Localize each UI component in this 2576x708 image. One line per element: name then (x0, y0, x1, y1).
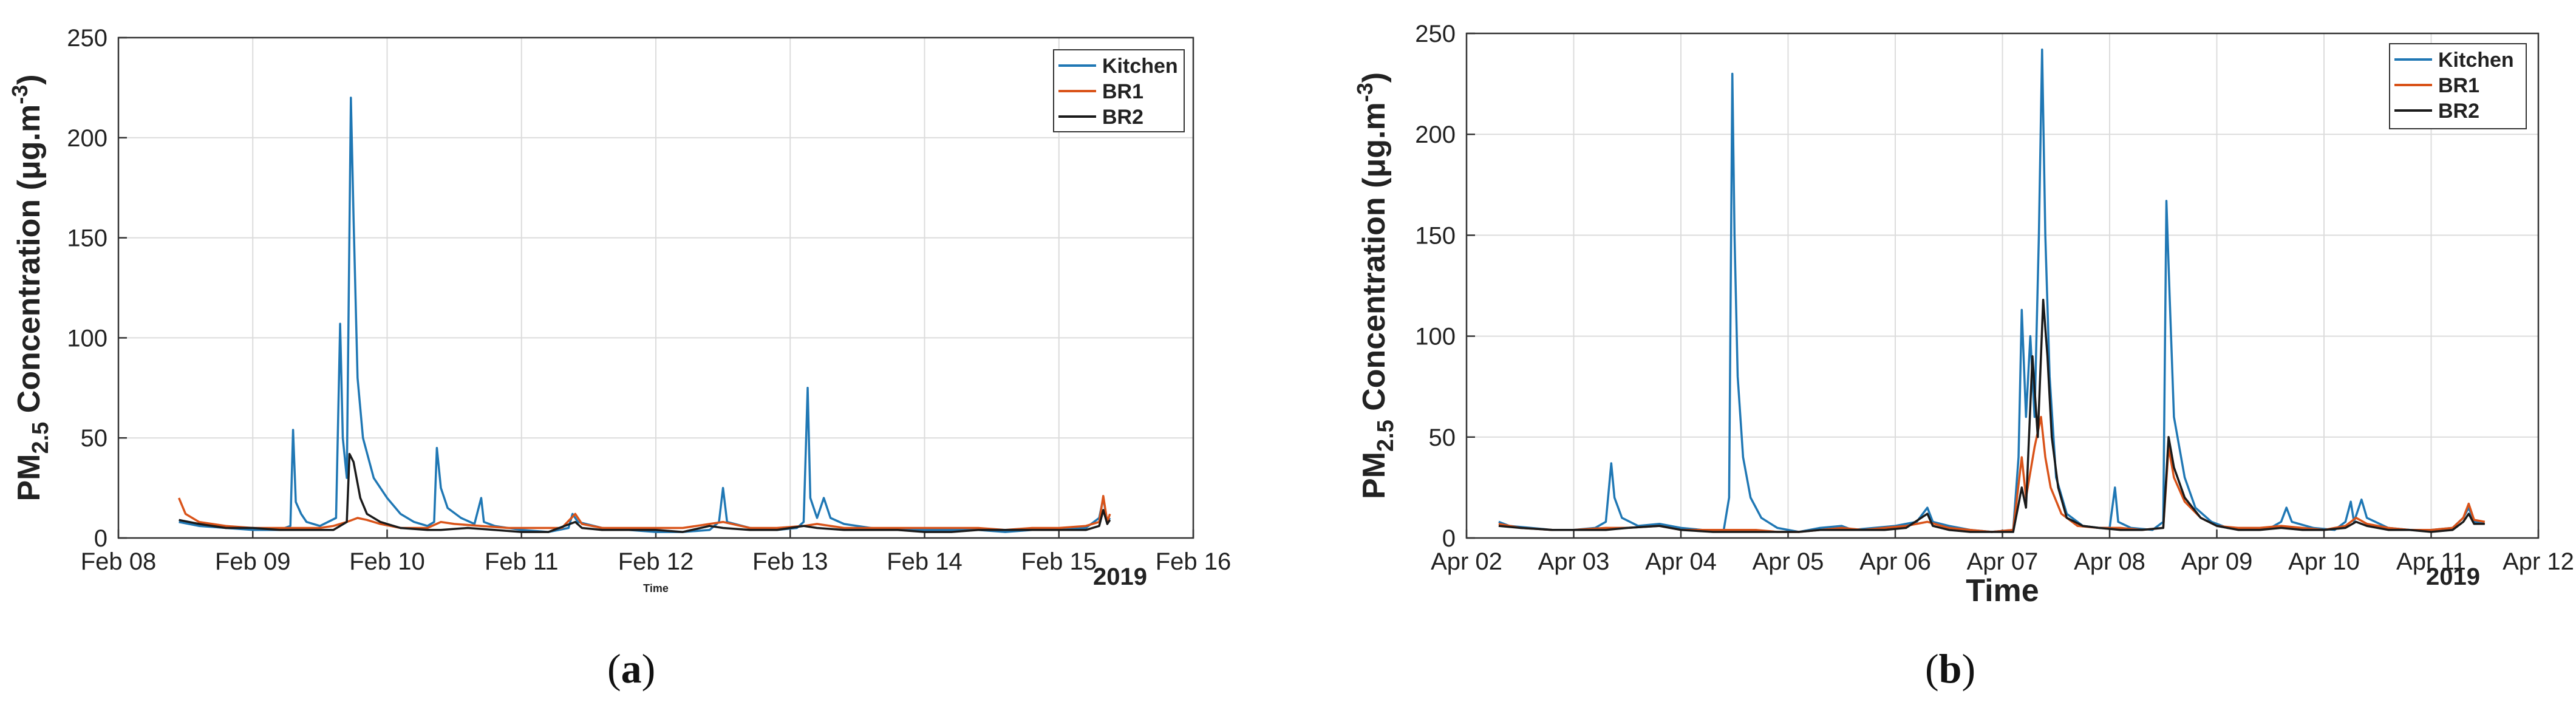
series-line-br2 (179, 452, 1111, 533)
x-tick-label: Apr 05 (1753, 548, 1824, 575)
legend-label-kitchen: Kitchen (2438, 49, 2514, 72)
year-label: 2019 (1093, 563, 1147, 590)
legend-label-kitchen: Kitchen (1102, 55, 1178, 78)
legend-label-br2: BR2 (2438, 100, 2479, 123)
y-axis-label-main: PM (12, 454, 47, 502)
x-axis-label: Time (1966, 573, 2039, 608)
y-axis-label-subscript: 2.5 (1373, 420, 1399, 452)
x-tick-label: Feb 09 (215, 548, 291, 575)
x-tick-label: Apr 07 (1967, 548, 2039, 575)
legend-label-br1: BR1 (1102, 80, 1143, 103)
x-tick-label: Feb 16 (1156, 548, 1232, 575)
y-tick-label: 200 (67, 125, 107, 152)
y-axis-label: PM2.5 Concentration (μg.m-3) (7, 74, 53, 501)
y-axis-label-main: PM (1357, 452, 1392, 499)
y-axis-label-end: ) (1357, 72, 1392, 83)
year-label: 2019 (2426, 563, 2480, 590)
y-axis-label-superscript: -3 (7, 85, 32, 104)
y-axis-label-superscript: -3 (1352, 83, 1377, 102)
x-tick-label: Feb 13 (752, 548, 828, 575)
y-tick-label: 50 (1429, 424, 1456, 451)
series-line-br1 (1498, 415, 2486, 533)
x-tick-label: Feb 12 (618, 548, 694, 575)
panel-label-b: (b) (1925, 645, 1976, 692)
chart-panel-b: 0 50 100 150 200 250 Apr 02 Apr 03 Apr 04 Apr 05 A… (1352, 21, 2574, 608)
y-tick-label: 100 (1415, 324, 1456, 350)
y-tick-label: 150 (1415, 222, 1456, 249)
y-axis-label-text: Concentration (μg.m (12, 104, 47, 422)
x-axis-label: Time (643, 582, 669, 594)
x-tick-label: Apr 03 (1538, 548, 1610, 575)
series-line-br2 (1498, 299, 2485, 533)
legend-label-br2: BR2 (1102, 106, 1143, 129)
y-axis-label-text: Concentration (μg.m (1357, 102, 1392, 420)
x-tick-label: Apr 04 (1645, 548, 1717, 575)
legend-label-br1: BR1 (2438, 74, 2479, 97)
series-line-br1 (177, 495, 1111, 531)
y-axis-label: PM2.5 Concentration (μg.m-3) (1352, 72, 1399, 499)
y-tick-label: 100 (67, 325, 107, 352)
y-axis-label-end: ) (12, 74, 47, 84)
x-tick-label: Feb 08 (81, 548, 157, 575)
x-tick-label: Apr 09 (2181, 548, 2253, 575)
chart-panel-a: 0 50 100 150 200 250 Feb 08 Feb 09 Feb 10 Feb 11 F… (7, 25, 1231, 594)
panel-label-a: (a) (607, 645, 656, 692)
x-tick-label: Feb 11 (485, 548, 559, 575)
y-axis-label-subscript: 2.5 (28, 422, 53, 454)
x-tick-label: Apr 12 (2503, 548, 2574, 575)
x-tick-label: Apr 02 (1431, 548, 1502, 575)
x-tick-label: Apr 11 (2396, 548, 2466, 575)
y-tick-label: 200 (1415, 121, 1456, 148)
y-tick-label: 250 (67, 25, 107, 52)
y-tick-label: 150 (67, 225, 107, 252)
y-tick-label: 0 (1442, 525, 1456, 552)
y-tick-label: 50 (81, 425, 108, 452)
x-tick-label: Feb 14 (887, 548, 963, 575)
x-tick-label: Apr 06 (1859, 548, 1931, 575)
x-tick-label: Apr 08 (2074, 548, 2145, 575)
x-tick-label: Feb 15 (1021, 548, 1097, 575)
x-tick-label: Feb 10 (349, 548, 425, 575)
y-tick-label: 250 (1415, 21, 1456, 47)
x-tick-label: Apr 10 (2288, 548, 2360, 575)
y-tick-label: 0 (94, 525, 107, 552)
